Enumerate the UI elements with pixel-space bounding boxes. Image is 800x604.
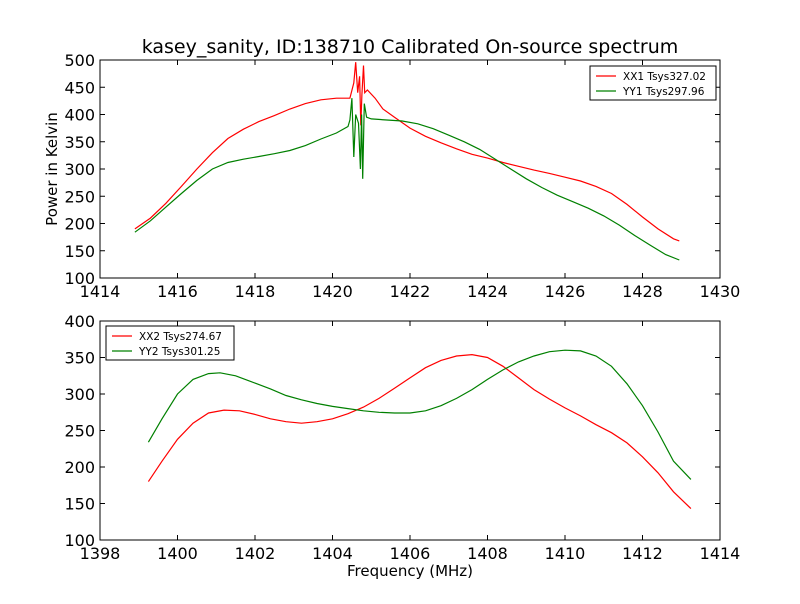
legend-box [589, 65, 717, 101]
chart-title: kasey_sanity, ID:138710 Calibrated On-so… [142, 36, 679, 58]
x-tick-label: 1404 [312, 544, 353, 563]
y-tick-label: 300 [64, 160, 95, 179]
legend-entry: XX2 Tsys274.67 [139, 331, 222, 343]
legend-entry: YY2 Tsys301.25 [138, 346, 220, 358]
legend-box [105, 325, 235, 361]
x-tick-label: 1430 [700, 282, 741, 301]
y-tick-label: 100 [64, 269, 95, 288]
x-tick-label: 1422 [390, 282, 431, 301]
x-tick-label: 1414 [80, 282, 121, 301]
legend: XX2 Tsys274.67 YY2 Tsys301.25 [105, 325, 235, 361]
y-tick-label: 250 [64, 422, 95, 441]
series-line-2-2 [147, 349, 692, 480]
y-tick-label: 400 [64, 106, 95, 125]
x-axis-label: Frequency (MHz) [347, 562, 473, 580]
y-tick-label: 100 [64, 531, 95, 550]
y-tick-label: 250 [64, 187, 95, 206]
y-tick-label: 150 [64, 495, 95, 514]
x-tick-label: 1416 [157, 282, 198, 301]
x-tick-label: 1418 [235, 282, 276, 301]
y-tick-label: 300 [64, 385, 95, 404]
y-tick-label: 400 [64, 312, 95, 331]
y-tick-label: 350 [64, 133, 95, 152]
x-tick-label: 1400 [157, 544, 198, 563]
top-panel: 1414 1416 1418 1420 1422 1424 1426 1428 1430 100 1… [43, 51, 740, 301]
legend: XX1 Tsys327.02 YY1 Tsys297.96 [589, 65, 717, 101]
y-tick-label: 150 [64, 242, 95, 261]
bottom-panel: 1398 1400 1402 1404 1406 1408 1410 1412 1414 100 1… [64, 312, 740, 580]
x-tick-label: 1408 [467, 544, 508, 563]
x-tick-label: 1414 [700, 544, 741, 563]
x-tick-label: 1420 [312, 282, 353, 301]
y-tick-label: 200 [64, 215, 95, 234]
y-tick-label: 200 [64, 458, 95, 477]
x-tick-label: 1412 [622, 544, 663, 563]
x-tick-label: 1410 [545, 544, 586, 563]
series-line-1-1 [134, 62, 680, 242]
x-tick-label: 1406 [390, 544, 431, 563]
series-line-1-2 [134, 98, 680, 261]
legend-entry: YY1 Tsys297.96 [622, 86, 705, 98]
x-tick-label: 1398 [80, 544, 121, 563]
legend-entry: XX1 Tsys327.02 [623, 71, 706, 83]
y-tick-label: 450 [64, 78, 95, 97]
x-tick-label: 1402 [235, 544, 276, 563]
x-tick-label: 1426 [545, 282, 586, 301]
x-tick-label: 1424 [467, 282, 508, 301]
y-tick-label: 350 [64, 349, 95, 368]
y-axis-label: Power in Kelvin [43, 112, 61, 226]
series-line-2-1 [147, 353, 692, 510]
x-tick-label: 1428 [622, 282, 663, 301]
y-tick-label: 500 [64, 51, 95, 70]
